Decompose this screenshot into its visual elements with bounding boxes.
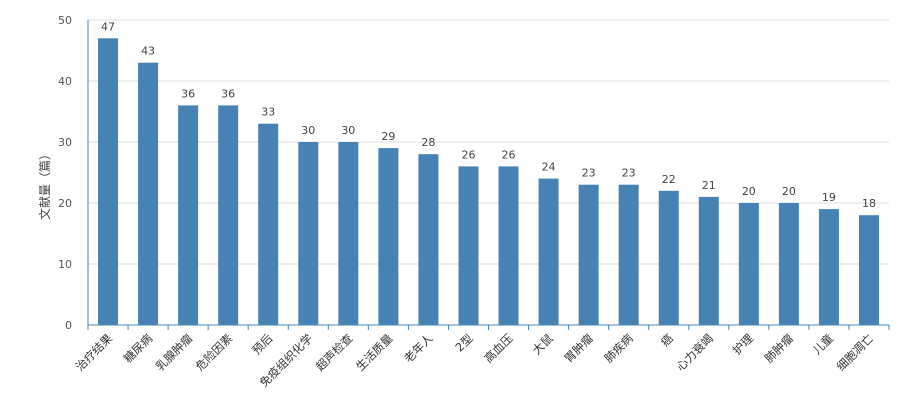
category-label: 心力衰竭 — [673, 331, 715, 373]
data-label: 30 — [341, 124, 355, 137]
category-label: 老年人 — [401, 331, 436, 366]
category-label: 儿童 — [810, 331, 836, 357]
data-label: 26 — [502, 148, 516, 161]
bar — [378, 148, 399, 325]
bar — [178, 105, 199, 326]
category-label: 大鼠 — [530, 331, 557, 358]
bar — [738, 203, 759, 325]
data-label: 28 — [421, 136, 435, 149]
category-label: 治疗结果 — [73, 331, 116, 374]
y-tick-label: 50 — [58, 14, 72, 27]
category-label: 生活质量 — [353, 331, 395, 373]
data-label: 47 — [101, 20, 115, 33]
bars — [98, 38, 879, 326]
bar — [778, 203, 799, 325]
category-label: 高血压 — [481, 331, 515, 365]
data-label: 21 — [702, 179, 716, 192]
bar — [818, 209, 839, 325]
category-label: 癌 — [658, 331, 676, 349]
bar — [338, 142, 359, 325]
data-label: 23 — [582, 167, 596, 180]
data-label: 26 — [461, 148, 475, 161]
data-label: 36 — [181, 87, 195, 100]
bar — [578, 184, 599, 325]
category-labels: 治疗结果 糖尿病乳腺肿瘤危险因素 预后免疫组织化学超声检查生活质量 老年人 2型 高血压大… — [73, 331, 876, 390]
bar — [658, 190, 679, 325]
data-label: 29 — [381, 130, 395, 143]
bar — [138, 62, 159, 325]
bar — [298, 142, 319, 325]
category-label: 2型 — [452, 331, 475, 354]
category-label: 肺肿瘤 — [762, 331, 797, 366]
data-label: 36 — [221, 87, 235, 100]
category-label: 细胞凋亡 — [834, 331, 876, 373]
data-label: 24 — [542, 161, 556, 174]
y-axis-title: 文献量（篇） — [37, 148, 52, 220]
category-label: 危险因素 — [193, 331, 235, 373]
bar — [858, 215, 879, 325]
bar — [498, 166, 519, 325]
category-label: 预后 — [249, 331, 275, 357]
bar — [418, 154, 439, 325]
category-label: 胃肿瘤 — [561, 331, 596, 366]
data-label: 20 — [782, 185, 796, 198]
data-labels: 47 43 36 36 33 30 30 29 28 26 26 24 23 23 22 21 20 20 19 18 — [101, 20, 876, 210]
bar — [698, 196, 719, 325]
bar — [458, 166, 479, 325]
bar — [98, 38, 119, 326]
category-label: 糖尿病 — [121, 331, 156, 366]
y-tick-label: 10 — [58, 258, 72, 271]
data-label: 30 — [301, 124, 315, 137]
data-label: 23 — [622, 167, 636, 180]
category-label: 肺疾病 — [602, 331, 637, 366]
bar — [538, 178, 559, 325]
y-tick-label: 20 — [58, 197, 72, 210]
bar — [218, 105, 239, 326]
data-label: 19 — [822, 191, 836, 204]
gridlines — [88, 19, 889, 265]
x-axis — [87, 20, 890, 330]
y-tick-label: 30 — [58, 136, 72, 149]
data-label: 20 — [742, 185, 756, 198]
data-label: 22 — [662, 173, 676, 186]
data-label: 18 — [862, 197, 876, 210]
y-axis-ticks: 0 10 20 30 40 50 — [58, 14, 72, 332]
bar — [258, 123, 279, 325]
data-label: 33 — [261, 106, 275, 119]
y-tick-label: 0 — [65, 319, 72, 332]
bar — [618, 184, 639, 325]
category-label: 护理 — [730, 331, 757, 358]
y-tick-label: 40 — [58, 75, 72, 88]
category-label: 乳腺肿瘤 — [153, 331, 196, 374]
category-label: 超声检查 — [313, 331, 356, 374]
data-label: 43 — [141, 45, 155, 58]
